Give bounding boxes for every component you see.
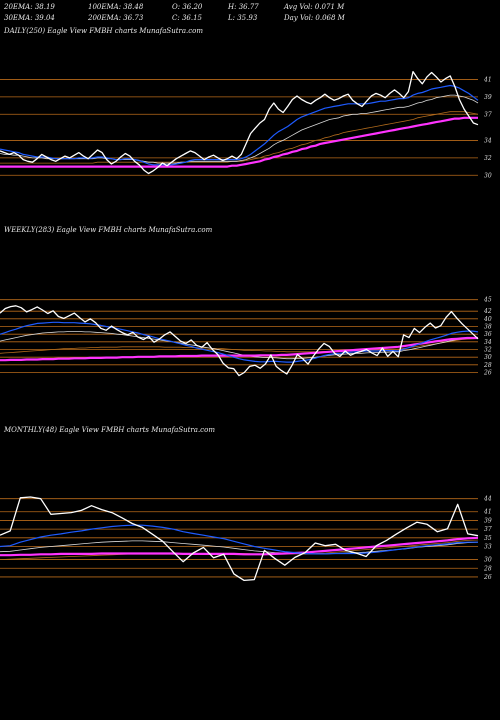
ema20-readout: 20EMA: 38.19 <box>4 3 55 11</box>
day-vol-readout: Day Vol: 0.068 M <box>284 14 345 22</box>
daily-y-tick-label: 37 <box>484 111 492 118</box>
daily-y-tick-label: 34 <box>484 137 492 144</box>
monthly-panel-title: MONTHLY(48) Eagle View FMBH charts Munaf… <box>4 426 215 434</box>
close-readout: C: 36.15 <box>172 14 202 22</box>
weekly-y-tick-label: 42 <box>483 308 492 315</box>
weekly-y-tick-label: 30 <box>484 354 492 361</box>
monthly-y-tick-label: 28 <box>483 565 492 572</box>
weekly-y-tick-label: 32 <box>484 347 492 354</box>
daily-price-line <box>0 70 479 175</box>
weekly-y-tick-label: 38 <box>484 324 492 331</box>
weekly-ema-short-line <box>0 321 479 363</box>
daily-chart-panel: 30 32 34 37 39 41 <box>0 70 492 179</box>
monthly-y-tick-label: 37 <box>484 526 492 533</box>
monthly-y-tick-label: 41 <box>483 509 492 516</box>
open-readout: O: 36.20 <box>172 3 203 11</box>
daily-ema-short-line <box>0 84 479 166</box>
daily-ema-mid-line <box>0 94 479 164</box>
monthly-ema-short-line <box>0 524 478 555</box>
monthly-y-tick-label: 33 <box>484 544 492 551</box>
high-readout: H: 36.77 <box>228 3 259 11</box>
monthly-y-tick-label: 44 <box>483 496 492 503</box>
ema200-readout: 200EMA: 36.73 <box>88 14 144 22</box>
weekly-y-tick-label: 36 <box>484 331 492 338</box>
monthly-y-tick-label: 35 <box>484 535 492 542</box>
daily-y-tick-label: 41 <box>483 76 492 83</box>
low-readout: L: 35.93 <box>228 14 258 22</box>
monthly-price-line <box>0 496 479 582</box>
daily-ema-200-line <box>0 116 478 168</box>
ema100-readout: 100EMA: 38.48 <box>88 3 144 11</box>
weekly-ema-200-line <box>0 336 478 362</box>
avg-vol-readout: Avg Vol: 0.071 M <box>284 3 345 11</box>
monthly-y-tick-label: 39 <box>484 517 492 524</box>
weekly-y-tick-label: 26 <box>483 370 492 377</box>
weekly-y-tick-label: 40 <box>483 316 492 323</box>
daily-y-tick-label: 30 <box>484 172 492 179</box>
weekly-y-tick-label: 45 <box>483 297 492 304</box>
weekly-y-tick-label: 28 <box>483 362 492 369</box>
daily-panel-title: DAILY(250) Eagle View FMBH charts Munafa… <box>4 27 204 35</box>
daily-ema-long-line <box>0 111 479 164</box>
ema30-readout: 30EMA: 39.04 <box>4 14 55 22</box>
monthly-ema-200-line <box>0 536 479 557</box>
weekly-y-tick-label: 34 <box>484 339 492 346</box>
weekly-panel-title: WEEKLY(283) Eagle View FMBH charts Munaf… <box>4 226 213 234</box>
daily-y-tick-label: 39 <box>484 94 492 101</box>
weekly-ema-mid-line <box>0 331 478 360</box>
monthly-y-tick-label: 30 <box>484 557 492 564</box>
weekly-ema-long-line <box>0 338 479 354</box>
weekly-price-line <box>0 305 479 377</box>
monthly-y-tick-label: 26 <box>483 574 492 581</box>
daily-y-tick-label: 32 <box>484 155 492 162</box>
